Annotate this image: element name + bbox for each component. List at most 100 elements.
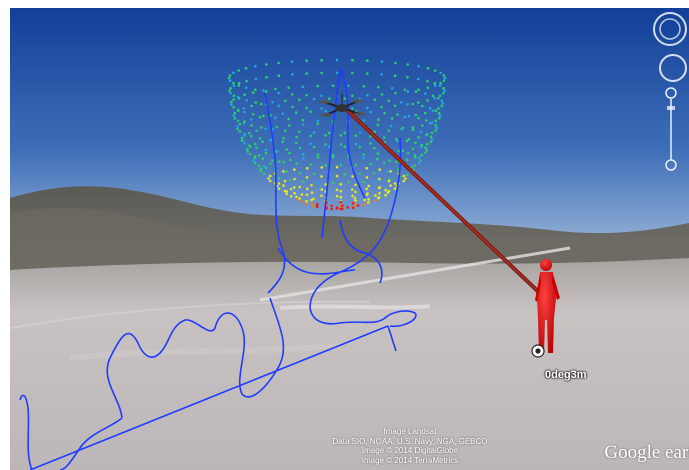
dome-point (362, 85, 366, 88)
dome-point (430, 121, 434, 124)
dome-point (232, 84, 236, 87)
dome-point (351, 58, 354, 62)
dome-point (301, 85, 305, 88)
dome-point (406, 151, 410, 155)
dome-point (309, 134, 313, 138)
dome-point (343, 173, 347, 176)
dome-point (264, 151, 268, 155)
dome-point (378, 191, 381, 195)
dome-point (254, 101, 258, 104)
dome-point (249, 134, 253, 138)
dome-point (310, 198, 313, 202)
dome-point (295, 135, 298, 139)
dome-point (295, 195, 298, 199)
dome-point (380, 93, 384, 96)
dome-point (320, 188, 324, 191)
dome-point (362, 119, 366, 122)
dome-point (380, 60, 384, 63)
dome-point (320, 58, 323, 62)
dome-point (437, 117, 441, 120)
dome-point (433, 84, 437, 87)
dome-point (277, 160, 281, 163)
dome-point (257, 154, 261, 157)
dome-point (437, 111, 441, 115)
dome-point (420, 153, 424, 157)
dome-point (309, 142, 312, 146)
dome-point (289, 187, 293, 191)
dome-point (366, 192, 369, 195)
dome-point (283, 179, 287, 183)
dome-point (376, 123, 380, 127)
dome-point (434, 109, 438, 112)
dome-point (377, 118, 380, 121)
dome-point (406, 75, 409, 79)
dome-point (435, 126, 439, 129)
dome-point (305, 199, 308, 203)
dome-point (294, 111, 298, 114)
dome-point (268, 179, 272, 183)
dome-point (232, 71, 235, 75)
earth-3d-view[interactable]: 0deg3m Image Landsat Data SIO, NOAA, U.S… (10, 8, 689, 470)
look-joystick-icon[interactable] (650, 10, 689, 48)
dome-point (402, 174, 406, 178)
dome-point (339, 143, 343, 146)
dome-point (253, 161, 257, 165)
dome-point (281, 140, 285, 143)
dome-point (305, 193, 309, 197)
dome-point (244, 67, 248, 70)
dome-point (335, 174, 339, 178)
dome-point (428, 121, 432, 125)
dome-point (380, 105, 383, 109)
dome-point (288, 151, 291, 155)
dome-point (438, 94, 442, 98)
dome-point (274, 116, 277, 119)
move-joystick-icon[interactable] (656, 52, 689, 84)
dome-point (351, 71, 354, 75)
dome-point (339, 182, 343, 186)
dome-point (358, 172, 362, 176)
dome-point (339, 195, 343, 199)
dome-point (367, 201, 370, 204)
dome-point (335, 165, 339, 169)
dome-point (255, 146, 258, 150)
dome-point (254, 77, 258, 81)
dome-point (407, 138, 411, 141)
dome-point (262, 172, 266, 175)
dome-point (443, 76, 447, 80)
dome-point (433, 69, 437, 72)
dome-point (416, 77, 420, 81)
dome-point (369, 135, 372, 138)
zoom-slider-icon[interactable] (664, 86, 678, 172)
dome-point (413, 164, 417, 167)
dome-point (324, 183, 328, 186)
dome-point (378, 177, 381, 181)
dome-point (320, 107, 324, 110)
dome-point (354, 183, 357, 187)
dome-point (320, 175, 323, 178)
dome-point (302, 180, 305, 183)
placemark-label[interactable]: 0deg3m (545, 369, 587, 381)
dome-point (335, 58, 339, 62)
zoom-in-icon[interactable] (665, 87, 677, 99)
dome-point (384, 188, 387, 192)
dome-point (305, 106, 309, 110)
dome-point (401, 126, 405, 130)
dome-point (367, 198, 371, 201)
dome-point (377, 196, 380, 200)
dome-point (386, 170, 389, 173)
dome-point (316, 84, 320, 88)
dome-point (293, 177, 296, 181)
dome-point (295, 162, 298, 165)
dome-point (354, 203, 357, 206)
dome-point (397, 149, 401, 153)
scene-svg[interactable] (10, 8, 689, 470)
dome-point (417, 161, 421, 165)
dome-point (244, 86, 248, 89)
dome-point (351, 206, 355, 210)
dome-point (232, 114, 235, 117)
zoom-out-icon[interactable] (665, 159, 677, 171)
placemark-circle-icon[interactable] (531, 344, 545, 358)
dome-point (262, 89, 265, 92)
dome-point (433, 96, 437, 100)
dome-point (373, 130, 377, 134)
